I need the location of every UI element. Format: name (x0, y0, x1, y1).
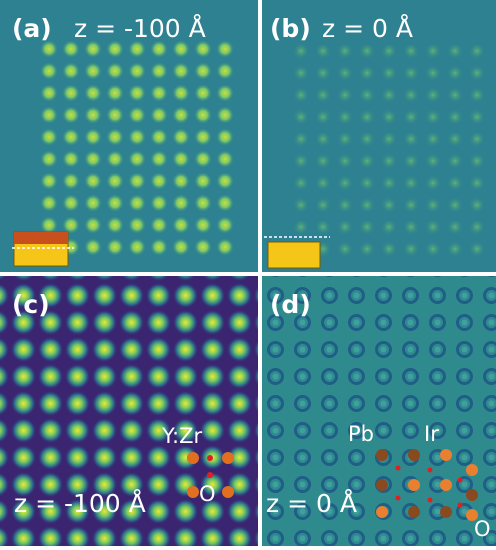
panel-label: (a) (12, 14, 52, 43)
film-a (14, 232, 68, 244)
figure: (a) z = -100 Å (b) z = 0 Å (c) z = -100 … (0, 0, 496, 546)
panel-label: (d) (270, 290, 311, 319)
panel-caption: z = 0 Å (322, 14, 413, 43)
panel-caption: z = 0 Å (266, 489, 357, 518)
lattice-b (290, 40, 486, 260)
atom-label: O (199, 482, 216, 506)
atom-label: Y:Zr (161, 424, 203, 448)
atom-label: Ir (424, 422, 439, 446)
substrate-b (268, 242, 320, 268)
atom-label: O (474, 517, 491, 541)
panel-caption: z = -100 Å (74, 14, 206, 43)
lattice-a (38, 38, 238, 260)
panel-caption: z = -100 Å (14, 489, 146, 518)
panel-label: (b) (270, 14, 311, 43)
panel-label: (c) (12, 290, 50, 319)
atom-label: Pb (348, 422, 374, 446)
